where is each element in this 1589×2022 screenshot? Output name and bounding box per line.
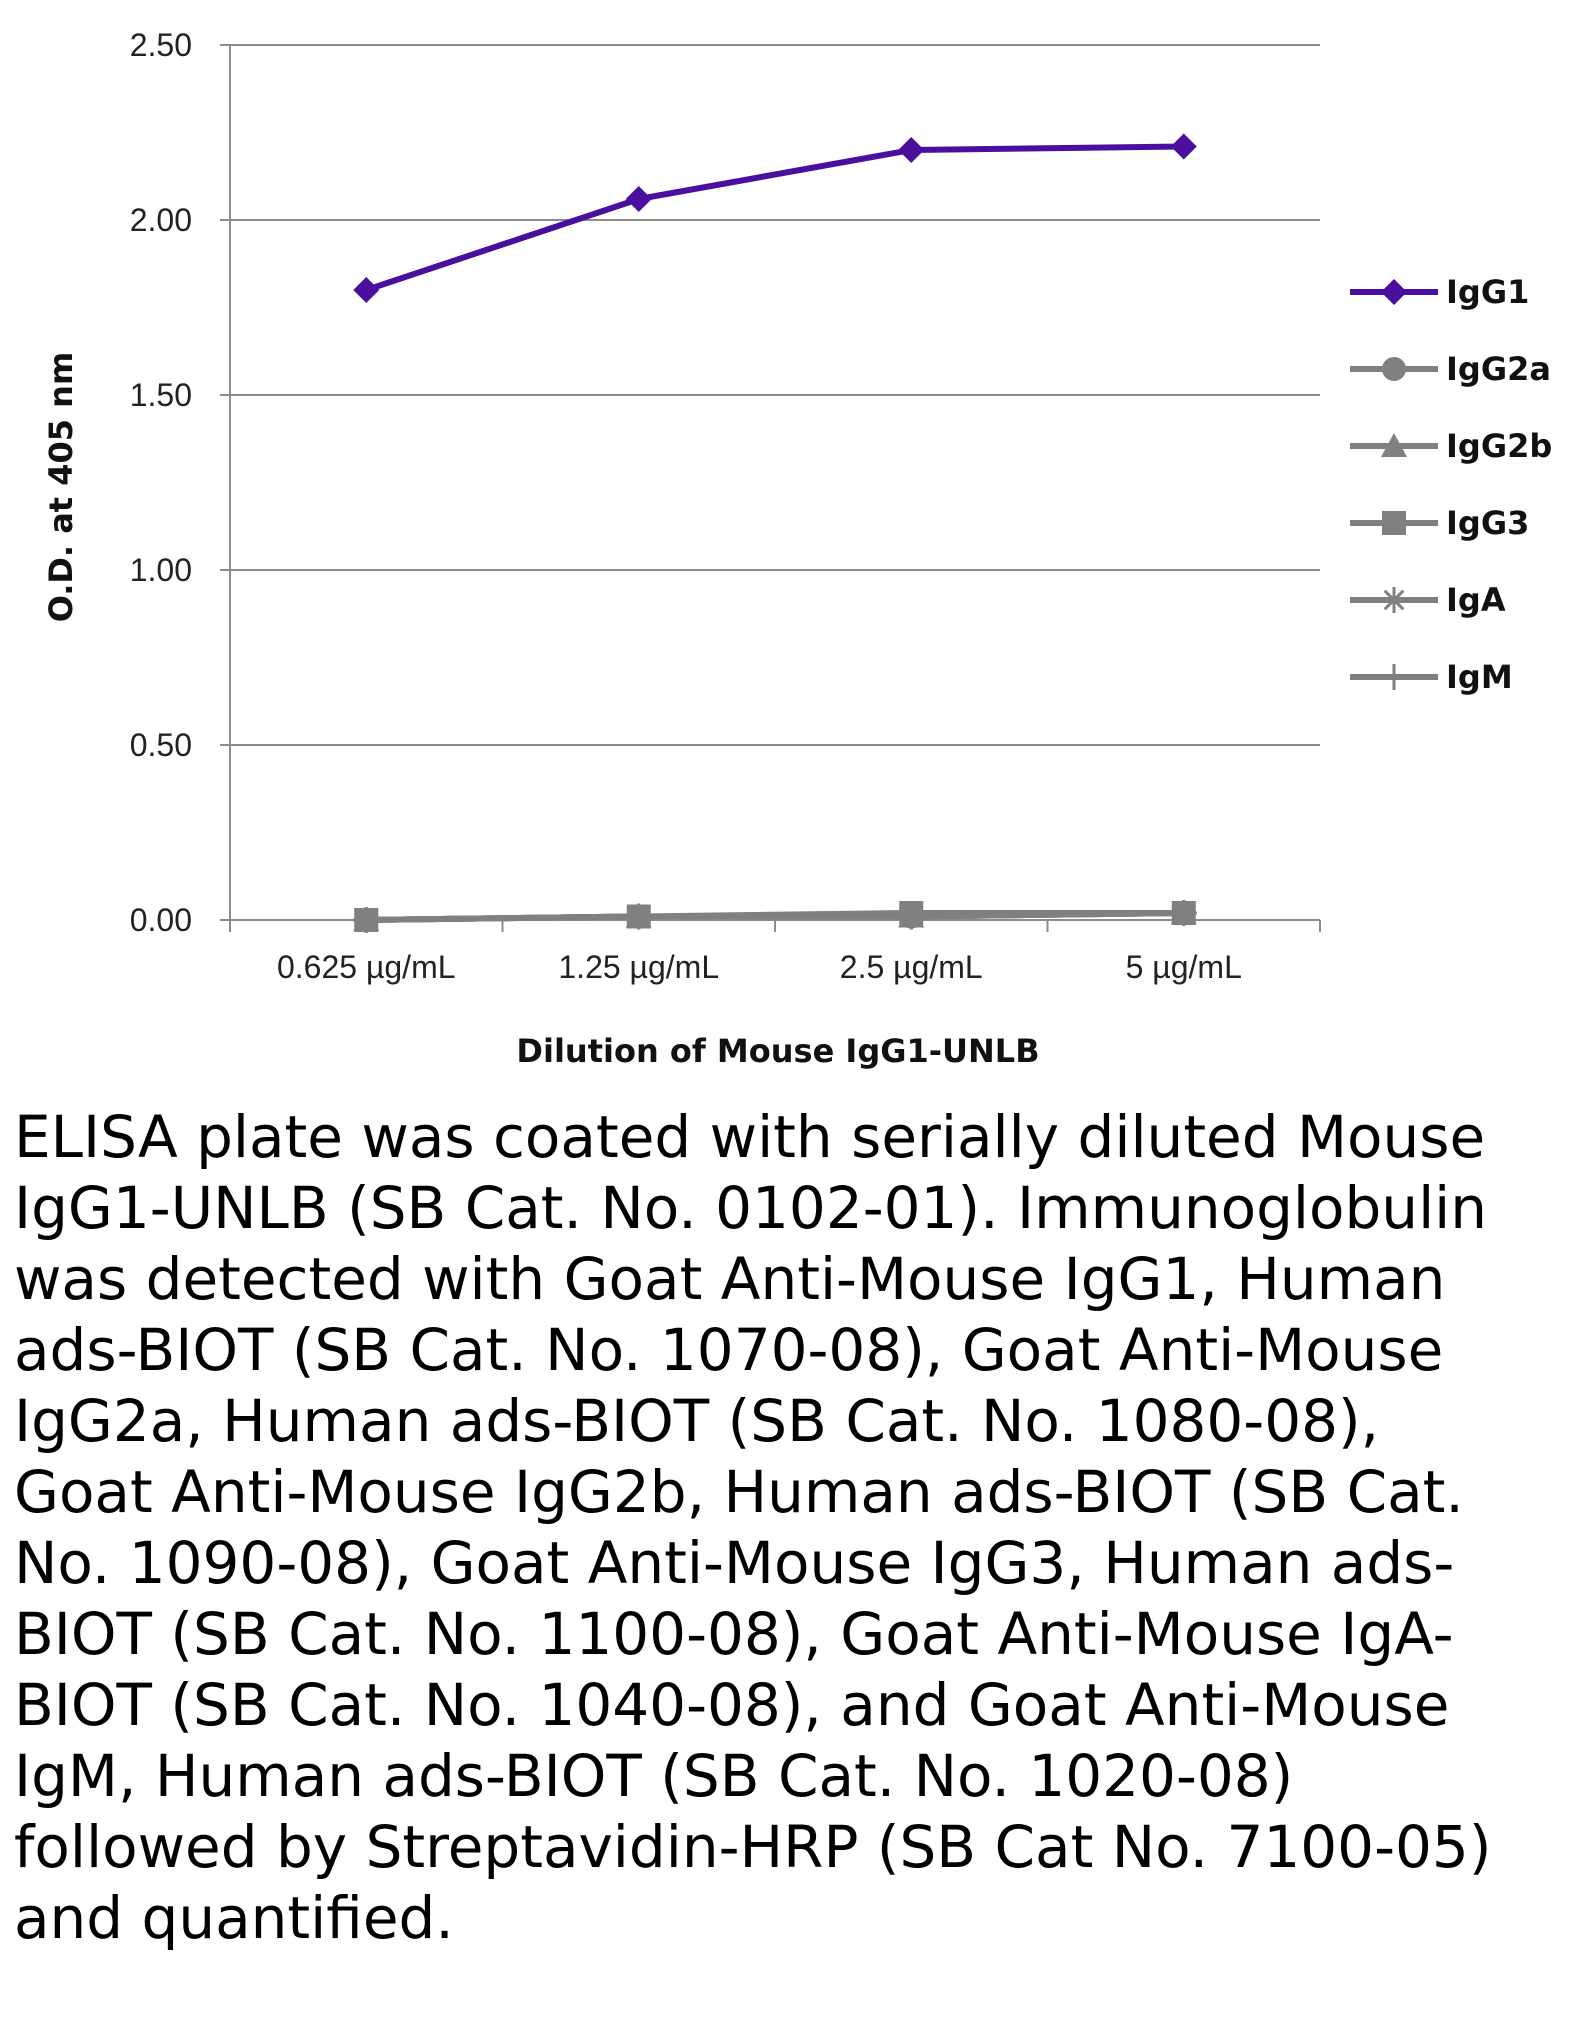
legend-label-IgG1: IgG1 bbox=[1446, 273, 1529, 311]
legend-item-IgG1: IgG1 bbox=[1350, 273, 1529, 311]
series-group bbox=[353, 133, 1197, 933]
point-IgG1-0 bbox=[353, 277, 380, 303]
legend-marker-IgG2a bbox=[1382, 357, 1406, 381]
legend-label-IgG2a: IgG2a bbox=[1446, 350, 1551, 388]
legend-marker-IgM bbox=[1381, 664, 1407, 690]
legend-label-IgA: IgA bbox=[1446, 581, 1506, 619]
y-tick-label-2: 1.00 bbox=[130, 552, 192, 588]
legend-label-IgG3: IgG3 bbox=[1446, 504, 1529, 542]
y-tick-label-4: 2.00 bbox=[130, 202, 192, 238]
x-axis-label: Dilution of Mouse IgG1-UNLB bbox=[516, 1032, 1039, 1070]
series-line-IgG1 bbox=[365, 143, 1184, 293]
x-tick-labels: 0.625 µg/mL 1.25 µg/mL 2.5 µg/mL 5 µg/mL bbox=[277, 949, 1242, 985]
legend-marker-IgG3 bbox=[1382, 511, 1406, 535]
point-IgG1-3 bbox=[1170, 133, 1197, 160]
legend-label-IgM: IgM bbox=[1446, 658, 1513, 696]
y-tick-label-0: 0.00 bbox=[130, 902, 192, 938]
elisa-line-chart: 0.00 0.50 1.00 1.50 2.00 2.50 0.625 µg/mL 1.25… bbox=[42, 27, 1552, 1070]
point-IgG2a-2 bbox=[899, 904, 924, 929]
point-IgG2a-1 bbox=[626, 904, 651, 929]
legend-item-IgM: IgM bbox=[1350, 658, 1513, 696]
series-line-IgG2a bbox=[366, 910, 1184, 923]
legend-marker-IgA bbox=[1381, 587, 1407, 613]
y-tick-label-5: 2.50 bbox=[130, 27, 192, 63]
series-IgG2a bbox=[354, 901, 1196, 932]
y-tick-label-1: 0.50 bbox=[130, 727, 192, 763]
point-IgG1-2 bbox=[898, 137, 925, 163]
point-IgG2a-3 bbox=[1171, 901, 1196, 925]
point-IgG2a-0 bbox=[354, 908, 379, 932]
series-IgG1 bbox=[353, 133, 1197, 303]
legend-item-IgG3: IgG3 bbox=[1350, 504, 1529, 542]
figure-caption: ELISA plate was coated with serially dil… bbox=[14, 1103, 1492, 1952]
legend-item-IgG2b: IgG2b bbox=[1350, 427, 1552, 465]
legend-item-IgA: IgA bbox=[1350, 581, 1506, 619]
legend-marker-IgG2b bbox=[1381, 433, 1407, 457]
legend-label-IgG2b: IgG2b bbox=[1446, 427, 1552, 465]
x-tick-label-3: 5 µg/mL bbox=[1126, 949, 1242, 985]
legend-item-IgG2a: IgG2a bbox=[1350, 350, 1551, 388]
x-tick-label-2: 2.5 µg/mL bbox=[840, 949, 983, 985]
legend: IgG1 IgG2a IgG2b IgG3 IgA IgM bbox=[1350, 273, 1552, 696]
y-tick-label-3: 1.50 bbox=[130, 377, 192, 413]
legend-marker-IgG1 bbox=[1381, 279, 1407, 305]
point-IgG1-1 bbox=[625, 186, 652, 212]
gridlines bbox=[230, 44, 1320, 746]
y-axis-label: O.D. at 405 nm bbox=[42, 352, 80, 623]
y-tick-labels: 0.00 0.50 1.00 1.50 2.00 2.50 bbox=[130, 27, 192, 938]
x-tick-label-0: 0.625 µg/mL bbox=[277, 949, 456, 985]
x-tick-label-1: 1.25 µg/mL bbox=[558, 949, 719, 985]
